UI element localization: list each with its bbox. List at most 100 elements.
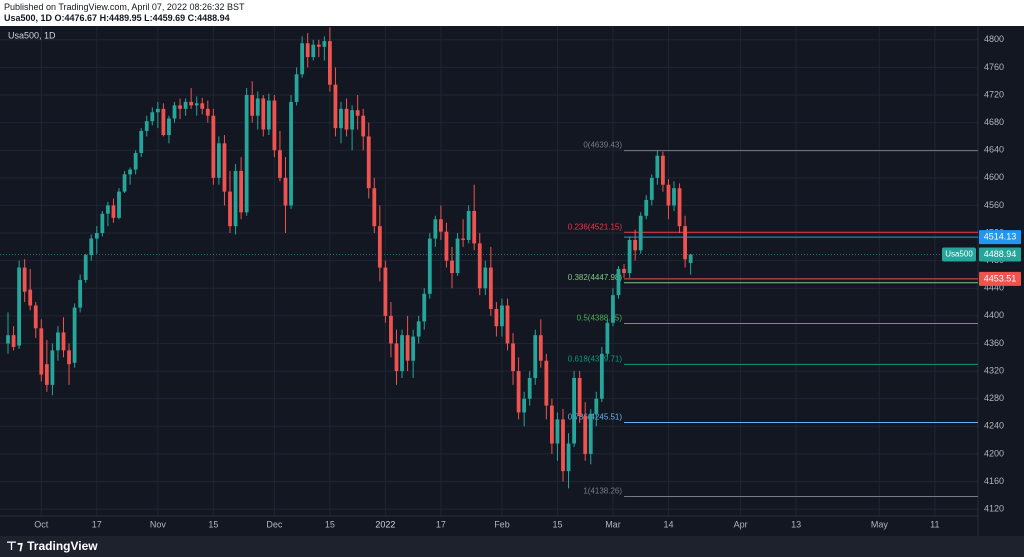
candle-body [50,350,55,385]
candle-body [328,41,332,85]
x-tick-label: 17 [92,519,102,529]
candle-body [427,238,432,294]
last-price-label: 4488.94 [984,249,1017,259]
candle-body [605,322,610,354]
candle-body [677,188,682,227]
candle-body [466,210,471,240]
candle-body [283,177,288,206]
candle-body [533,335,538,378]
candle-body [222,143,227,192]
price-label: 4514.13 [984,231,1017,241]
candle-body [411,336,416,361]
ohlc-readout: Usa500, 1D O:4476.67 H:4489.95 L:4459.69… [4,13,230,23]
candle-body [372,188,377,227]
published-info: Published on TradingView.com, April 07, … [4,2,245,12]
candle-body [100,213,105,234]
candle-body [300,43,305,75]
candle-body [39,328,44,375]
candle-body [106,205,110,214]
candle-body [22,267,27,292]
candle-body [405,335,410,361]
candle-body [322,41,327,47]
candle-body [516,371,521,413]
chart-area[interactable]: 4120416042004240428043204360440044404480… [0,26,1024,536]
x-tick-label: 14 [663,519,673,529]
candle-body [278,150,282,178]
brand[interactable]: ⊤⁊ TradingView [6,539,98,553]
tradingview-logo-icon: ⊤⁊ [6,539,24,553]
candle-body [511,343,515,372]
candle-body [272,100,277,151]
candle-body [527,377,532,399]
footer-bar: ⊤⁊ TradingView [0,536,1024,557]
fib-level-label: 0.618(4329.71) [568,354,623,363]
candle-body [538,335,543,361]
candle-body [611,295,615,323]
candle-body [172,105,177,119]
candle-body [250,95,255,116]
candle-body [488,267,493,309]
candle-body [688,254,693,263]
symbol-label: Usa500, 1D [8,30,56,40]
candle-body [211,115,216,178]
y-tick-label: 4680 [984,117,1004,127]
candle-body [450,260,454,274]
candle-body [394,343,399,372]
y-tick-label: 4360 [984,338,1004,348]
x-tick-label: Mar [605,519,621,529]
candle-body [494,308,499,327]
brand-name: TradingView [27,539,98,553]
y-tick-label: 4320 [984,365,1004,375]
y-tick-label: 4640 [984,145,1004,155]
candle-body [11,335,16,347]
candle-body [377,226,382,268]
candle-body [161,108,166,136]
candle-body [472,210,477,244]
candle-body [239,170,243,213]
candlestick-chart[interactable]: 4120416042004240428043204360440044404480… [0,26,1024,536]
candle-body [289,101,293,206]
candle-body [228,191,232,227]
candle-body [622,268,626,274]
candle-body [672,188,676,206]
candle-body [483,267,488,289]
candle-body [33,305,38,329]
candle-body [266,100,271,130]
candle-body [544,360,549,406]
fib-level-label: 0.382(4447.98) [568,273,623,282]
candle-body [61,332,66,351]
candle-body [122,174,127,192]
candle-body [383,267,388,316]
x-tick-label: Nov [150,519,167,529]
candle-body [661,155,665,185]
candle-body [217,143,221,178]
candle-body [94,233,99,239]
candle-body [444,231,449,261]
candle-body [550,405,554,444]
candle-body [200,103,205,109]
candle-body [366,136,371,189]
candle-body [83,255,88,280]
candle-body [333,84,338,129]
candle-body [583,415,588,454]
candle-body [233,170,238,227]
candle-body [205,108,210,116]
candle-body [305,43,310,58]
x-tick-label: May [871,519,889,529]
candle-body [361,115,366,137]
candle-body [461,238,465,240]
candle-body [561,419,565,472]
fib-level-label: 0.786(4245.51) [568,413,623,422]
candle-body [178,105,182,109]
candle-body [311,44,316,58]
y-tick-label: 4200 [984,448,1004,458]
x-tick-label: 15 [325,519,335,529]
price-label-bg [979,271,1021,286]
candle-body [139,130,144,153]
y-tick-label: 4800 [984,34,1004,44]
y-tick-label: 4240 [984,421,1004,431]
x-tick-label: Apr [734,519,748,529]
candle-body [56,332,60,351]
candle-body [389,315,393,344]
candle-body [255,98,260,116]
